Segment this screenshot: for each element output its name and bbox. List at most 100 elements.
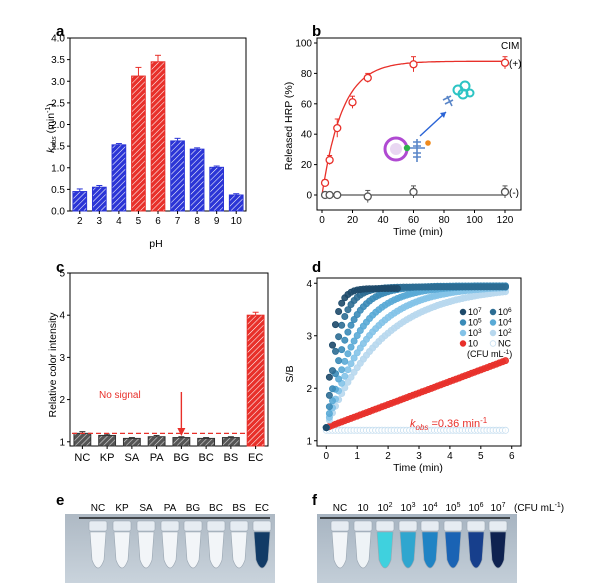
- photo-f-label: 106: [468, 502, 483, 514]
- chart-a-ylabel-sup: -1: [45, 107, 52, 113]
- chart-d-point: [501, 357, 509, 365]
- chart-d-point: [338, 321, 346, 329]
- chart-d-legend-base: 10: [468, 339, 478, 349]
- photo-f-tube-cap: [375, 520, 395, 532]
- chart-b-annotation-cim: CIM: [501, 41, 519, 52]
- photo-f-label-sup: 2: [389, 502, 393, 509]
- chart-b-ylabel: Released HRP (%): [283, 82, 295, 171]
- chart-c-xtick-label: BC: [198, 452, 213, 464]
- chart-d-point: [344, 328, 352, 336]
- chart-a-ytick-label: 2.0: [51, 120, 65, 131]
- chart-d-legend-unit-sup: -1: [504, 349, 510, 356]
- photo-e-label: EC: [255, 503, 269, 514]
- chart-d-kobs-annotation: kobs =0.36 min-1: [410, 416, 488, 432]
- photo-f-label: 10: [357, 503, 369, 514]
- chart-c-bar: [122, 437, 141, 447]
- chart-b-point: [363, 192, 372, 201]
- photo-f-tube: [489, 531, 507, 569]
- chart-c-frame: [69, 272, 269, 447]
- panel-label-d: d: [312, 259, 321, 276]
- photo-f-unit: (CFU mL-1): [514, 502, 564, 514]
- photo-f-label-sup: 6: [480, 502, 484, 509]
- chart-d-point: [328, 367, 336, 375]
- chart-b-series-label: (+): [509, 59, 522, 70]
- chart-b-point: [409, 60, 418, 69]
- chart-c-ytick-label: 2: [59, 395, 65, 406]
- chart-c-ylabel: Relative color intensity: [47, 312, 59, 418]
- photo-f-tube-cap: [420, 520, 440, 532]
- chart-d-point: [350, 354, 358, 362]
- chart-d-point: [325, 409, 333, 417]
- chart-b-ytick-label: 0: [306, 191, 312, 202]
- chart-a-ytick-label: 3.0: [51, 77, 65, 88]
- chart-d-point: [393, 284, 401, 292]
- chart-a-xtick-label: 2: [77, 216, 83, 227]
- chart-a-xtick-label: 5: [136, 216, 142, 227]
- photo-f-tube-cap: [398, 520, 418, 532]
- photo-f-unit-close: ): [561, 503, 564, 514]
- chart-a-bar: [209, 166, 225, 212]
- enzyme-dot-icon: [425, 140, 431, 146]
- chart-d-point: [353, 331, 361, 339]
- photo-e-tube-cap: [112, 520, 132, 532]
- chart-c-bar: [147, 436, 166, 447]
- chart-d-legend-marker: [459, 308, 467, 316]
- chart-d-ytick-label: 2: [306, 384, 312, 395]
- chart-d-legend-sup: 4: [508, 318, 512, 325]
- chart-d-point: [347, 343, 355, 351]
- photo-f-label-sup: 4: [434, 502, 438, 509]
- chart-d-legend-sup: 2: [508, 328, 512, 335]
- chart-c-xtick-label: BS: [224, 452, 239, 464]
- chart-d-legend-sup: 6: [508, 307, 512, 314]
- chart-b-point: [325, 190, 334, 200]
- schematic-inset: [383, 80, 475, 162]
- photo-e-label: BG: [186, 503, 201, 514]
- arrowhead-icon: [440, 112, 446, 118]
- chart-a-bar: [228, 194, 244, 212]
- photo-e-tube-cap: [136, 520, 156, 532]
- photo-e-tube: [184, 531, 202, 569]
- photo-e-tube-cap: [229, 520, 249, 532]
- panel-label-f: f: [312, 492, 318, 509]
- released-strand-icon: [442, 95, 454, 107]
- photo-f-label-sup: 5: [457, 502, 461, 509]
- chart-a-ylabel-close: ): [45, 103, 57, 107]
- chart-d-point: [341, 372, 349, 380]
- chart-d-xtick-label: 3: [416, 451, 422, 462]
- chart-d-xtick-label: 0: [323, 451, 329, 462]
- chart-c-bar: [221, 437, 240, 447]
- chart-c-bar: [73, 432, 92, 447]
- chart-d-point: [341, 357, 349, 365]
- chart-d-xtick-label: 4: [447, 451, 453, 462]
- chart-d-ylabel: S/B: [284, 366, 296, 383]
- chart-b-xtick-label: 100: [466, 215, 483, 226]
- chart-a-ytick-label: 0.5: [51, 185, 65, 196]
- chart-d-point: [338, 366, 346, 374]
- chart-d-point: [350, 315, 358, 323]
- chart-b-point: [333, 123, 342, 133]
- chart-c-color-intensity: 1 2 3 4 5 NC KP SA PA BG BC BS EC: [59, 269, 269, 464]
- chart-d-point: [350, 337, 358, 345]
- photo-f-label: NC: [333, 503, 347, 514]
- photo-e-tube: [207, 531, 225, 569]
- chart-c-ytick-label: 4: [59, 311, 65, 322]
- chart-d-legend-marker: [459, 340, 467, 347]
- chart-c-xtick-label: KP: [100, 452, 115, 464]
- photo-f-tube-cap: [330, 520, 350, 532]
- chart-d-legend-label: 10: [468, 339, 478, 349]
- release-arrow-icon: [419, 111, 447, 137]
- chart-b-point: [320, 178, 330, 187]
- chart-d-legend-marker: [459, 329, 467, 337]
- chart-d-xtick-label: 6: [509, 451, 515, 462]
- chart-d-legend-marker: [459, 319, 467, 326]
- chart-d-point: [335, 375, 343, 383]
- photo-f-tube: [376, 531, 394, 569]
- chart-b-xtick-label: 60: [408, 215, 420, 226]
- chart-d-point: [347, 360, 355, 368]
- photo-f-unit-text: (CFU mL: [514, 503, 555, 514]
- photo-f-tube: [399, 531, 417, 569]
- chart-d-legend-label: 105: [468, 318, 482, 328]
- chart-a-kobs-vs-ph: 0.0 0.5 1.0 1.5 2.0 2.5 3.0 3.5 4.0 2 3 4 5 6 7 8 9 10: [51, 34, 247, 227]
- photo-f-label: 102: [377, 502, 392, 514]
